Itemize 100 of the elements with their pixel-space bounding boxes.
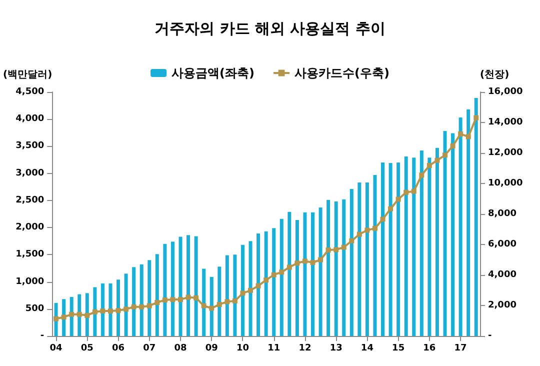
y-tick-label: 500 — [25, 304, 44, 314]
point — [216, 302, 222, 307]
bar — [170, 242, 174, 336]
point — [116, 308, 121, 314]
point — [341, 244, 346, 250]
point — [318, 257, 324, 262]
point — [419, 172, 424, 178]
point — [294, 260, 300, 266]
bar — [248, 241, 252, 336]
x-tick-label: 17 — [454, 344, 467, 354]
point — [450, 143, 456, 148]
bar — [288, 212, 292, 336]
point — [154, 300, 160, 305]
point — [131, 304, 136, 310]
point — [264, 278, 269, 283]
legend-label: 사용카드수(우축) — [294, 66, 390, 80]
point — [458, 131, 464, 136]
bar — [194, 236, 198, 336]
point — [396, 196, 401, 202]
bar — [365, 182, 369, 336]
bar — [420, 150, 424, 336]
bar — [443, 131, 447, 336]
bar — [256, 234, 260, 336]
chart-title: 거주자의 카드 해외 사용실적 추이 — [154, 20, 386, 38]
point — [84, 312, 90, 318]
bar — [373, 174, 377, 336]
point — [54, 316, 59, 322]
bar — [140, 264, 144, 336]
x-tick-label: 13 — [330, 344, 342, 354]
y2-tick-label: 6,000 — [488, 240, 516, 250]
x-tick-label: 15 — [392, 344, 405, 354]
y2-tick-label: 2,000 — [488, 300, 516, 310]
y-tick-label: 3,500 — [16, 141, 44, 152]
bar — [358, 182, 362, 336]
point — [434, 158, 440, 163]
point — [194, 295, 199, 300]
x-tick-label: 06 — [112, 344, 125, 354]
point — [178, 297, 183, 302]
x-tick-label: 12 — [298, 344, 312, 354]
bar — [163, 244, 167, 336]
point — [334, 247, 339, 252]
y2-tick-label: 12,000 — [488, 148, 523, 158]
bar — [435, 148, 439, 336]
bar — [148, 260, 152, 336]
point — [162, 298, 168, 303]
bar — [218, 266, 222, 336]
bar — [388, 163, 392, 336]
point — [310, 260, 316, 265]
x-tick-label: 09 — [205, 344, 218, 354]
bar — [412, 158, 416, 336]
bar — [326, 200, 330, 336]
bar — [381, 162, 385, 336]
bar — [295, 220, 299, 336]
bar — [396, 162, 400, 336]
bar — [310, 212, 314, 336]
bar — [225, 255, 229, 336]
bar — [100, 283, 104, 336]
bar — [466, 109, 470, 336]
point — [209, 306, 214, 311]
x-tick-label: 08 — [174, 344, 187, 354]
point — [201, 303, 206, 308]
y2-tick-label: 4,000 — [488, 270, 516, 280]
y2-tick-label: 8,000 — [488, 209, 516, 219]
y2-axis-title: (천장) — [480, 70, 510, 80]
x-tick-label: 10 — [236, 344, 249, 354]
bar — [264, 231, 268, 336]
bar — [342, 199, 346, 336]
point — [92, 309, 98, 314]
y2-tick-label: 14,000 — [488, 118, 523, 128]
y2-tick-label: 10,000 — [488, 178, 523, 188]
point — [411, 188, 416, 194]
legend-label: 사용금액(좌축) — [172, 66, 254, 80]
point — [372, 226, 378, 231]
bar — [132, 267, 136, 336]
y2-tick-label: 16,000 — [488, 87, 523, 97]
x-tick-label: 11 — [268, 344, 280, 354]
x-tick-label: 16 — [423, 344, 436, 354]
point — [474, 115, 479, 120]
point — [356, 232, 362, 237]
point — [139, 304, 144, 310]
y2-tick-label: - — [488, 331, 492, 341]
x-tick-label: 04 — [50, 344, 62, 354]
bar — [124, 274, 128, 336]
point — [186, 294, 191, 300]
point — [442, 152, 448, 158]
point — [271, 272, 276, 278]
y-tick-label: 2,500 — [16, 195, 44, 206]
point — [248, 288, 254, 293]
bar — [451, 133, 455, 336]
x-tick-label: 14 — [360, 344, 374, 354]
bar — [233, 254, 237, 336]
point — [124, 306, 129, 312]
bar — [303, 212, 307, 336]
point — [349, 238, 354, 244]
point — [224, 299, 230, 304]
bar — [474, 98, 478, 336]
bar — [318, 207, 322, 336]
y-tick-label: - — [40, 331, 44, 341]
point — [388, 206, 394, 212]
bar — [240, 244, 244, 336]
